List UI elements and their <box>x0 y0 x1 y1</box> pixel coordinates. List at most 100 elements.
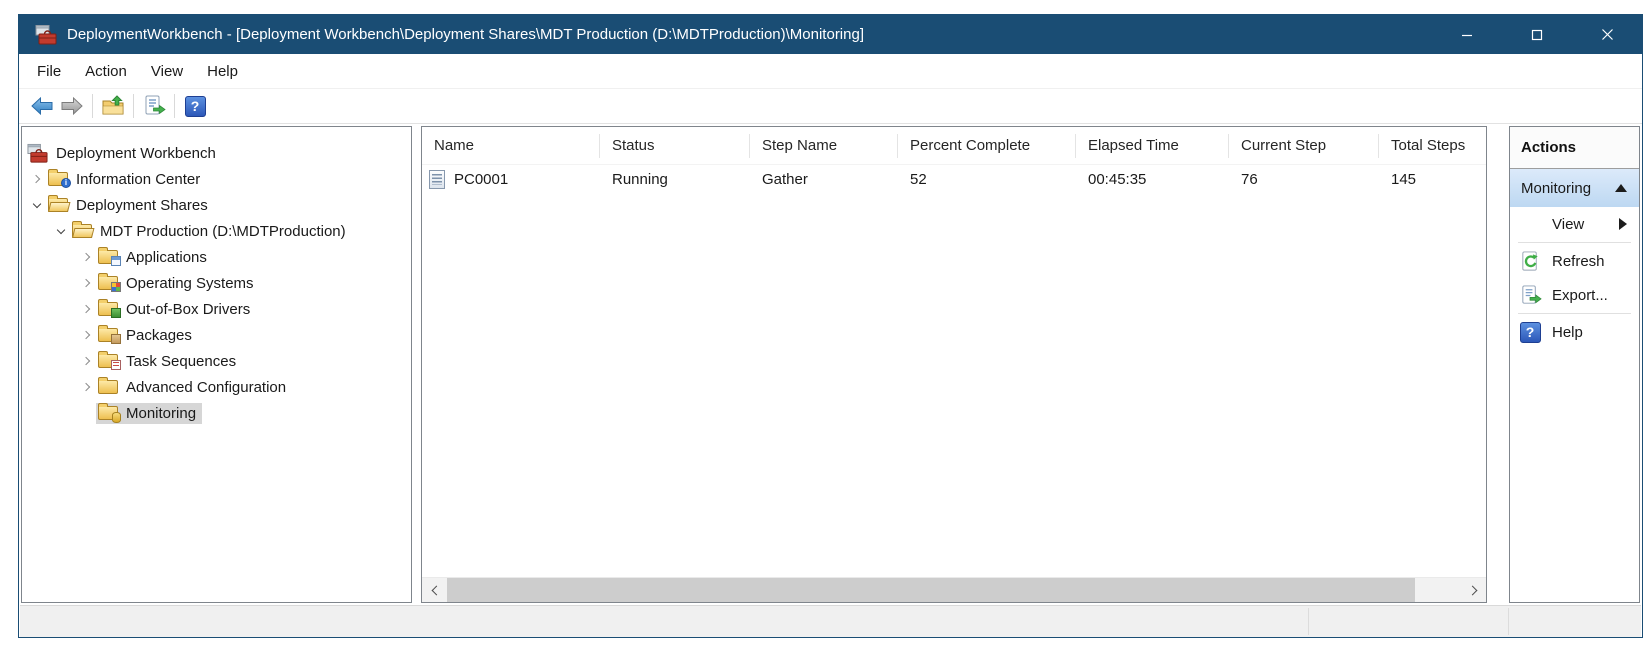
toolbar-separator <box>174 94 175 118</box>
help-icon: ? <box>184 95 206 117</box>
column-header-elapsed-time[interactable]: Elapsed Time <box>1076 133 1229 158</box>
cell-current-step: 76 <box>1241 171 1258 188</box>
table-row[interactable]: PC0001 Running Gather 52 00:45:35 76 145 <box>422 165 1486 194</box>
window-title: DeploymentWorkbench - [Deployment Workbe… <box>67 26 864 43</box>
chevron-spacer <box>78 404 96 422</box>
tree-item-operating-systems[interactable]: Operating Systems <box>78 270 411 296</box>
column-header-name[interactable]: Name <box>422 133 600 158</box>
help-icon: ? <box>1519 321 1541 343</box>
tree-item-out-of-box-drivers[interactable]: Out-of-Box Drivers <box>78 296 411 322</box>
tree-item-deployment-shares[interactable]: Deployment Shares <box>28 192 411 218</box>
actions-pane: Actions Monitoring View Refresh <box>1509 126 1640 603</box>
refresh-icon <box>1521 250 1538 271</box>
menu-view[interactable]: View <box>150 62 184 80</box>
chevron-right-icon[interactable] <box>78 274 96 292</box>
folder-os-icon <box>98 273 121 292</box>
menu-file[interactable]: File <box>37 62 62 80</box>
chevron-down-icon[interactable] <box>28 196 46 214</box>
scroll-left-button[interactable] <box>422 578 447 602</box>
table-header: Name Status Step Name Percent Complete E… <box>422 127 1486 165</box>
action-help[interactable]: ? Help <box>1510 315 1639 349</box>
help-button[interactable]: ? <box>180 91 210 121</box>
column-header-step-name[interactable]: Step Name <box>750 133 898 158</box>
tree-item-label: Monitoring <box>126 404 197 422</box>
application-badge-icon <box>111 256 121 266</box>
app-window: DeploymentWorkbench - [Deployment Workbe… <box>18 14 1643 638</box>
tree-item-task-sequences[interactable]: Task Sequences <box>78 348 411 374</box>
chevron-right-icon[interactable] <box>78 326 96 344</box>
actions-group-monitoring[interactable]: Monitoring <box>1510 169 1639 207</box>
tree-item-label: Deployment Workbench <box>56 144 216 162</box>
title-bar[interactable]: DeploymentWorkbench - [Deployment Workbe… <box>19 15 1642 54</box>
scroll-right-button[interactable] <box>1461 578 1486 602</box>
info-badge-icon <box>61 178 71 188</box>
tree-item-label: Information Center <box>76 170 201 188</box>
export-list-button[interactable] <box>139 91 169 121</box>
status-divider <box>1508 608 1509 635</box>
up-one-level-button[interactable] <box>98 91 128 121</box>
actions-header: Actions <box>1510 127 1639 169</box>
maximize-icon <box>1531 29 1543 40</box>
chevron-right-icon[interactable] <box>78 300 96 318</box>
chevron-right-icon[interactable] <box>28 170 46 188</box>
task-badge-icon <box>111 360 121 370</box>
action-refresh[interactable]: Refresh <box>1510 244 1639 278</box>
tree-item-label: MDT Production (D:\MDTProduction) <box>100 222 346 240</box>
chevron-right-icon <box>1467 585 1477 595</box>
export-icon <box>1521 284 1542 304</box>
actions-group-label: Monitoring <box>1521 179 1592 197</box>
window-controls <box>1432 15 1642 54</box>
export-list-icon <box>145 95 166 115</box>
up-folder-icon <box>102 95 124 115</box>
driver-badge-icon <box>111 308 121 318</box>
tree-item-packages[interactable]: Packages <box>78 322 411 348</box>
folder-open-icon <box>48 195 68 212</box>
close-button[interactable] <box>1572 15 1642 54</box>
minimize-button[interactable] <box>1432 15 1502 54</box>
action-export[interactable]: Export... <box>1510 278 1639 312</box>
console-tree-pane: Deployment Workbench Information Center … <box>21 126 412 603</box>
collapse-icon[interactable] <box>1615 184 1627 192</box>
action-view[interactable]: View <box>1510 207 1639 241</box>
toolbar-separator <box>133 94 134 118</box>
workbench-app-icon <box>35 24 57 44</box>
column-header-status[interactable]: Status <box>600 133 750 158</box>
tree-item-deployment-workbench[interactable]: Deployment Workbench <box>25 140 411 166</box>
chevron-down-icon[interactable] <box>52 222 70 240</box>
status-divider <box>1308 608 1309 635</box>
status-bar <box>20 605 1641 637</box>
tree-item-label: Task Sequences <box>126 352 237 370</box>
chevron-left-icon <box>431 585 441 595</box>
folder-packages-icon <box>98 325 121 344</box>
tree-item-label: Advanced Configuration <box>126 378 287 396</box>
tree-item-information-center[interactable]: Information Center <box>28 166 411 192</box>
folder-tasks-icon <box>98 351 121 370</box>
tree-item-advanced-configuration[interactable]: Advanced Configuration <box>78 374 411 400</box>
chevron-right-icon[interactable] <box>78 248 96 266</box>
tree-item-mdt-production[interactable]: MDT Production (D:\MDTProduction) <box>52 218 411 244</box>
scrollbar-thumb[interactable] <box>447 578 1415 602</box>
minimize-icon <box>1462 34 1472 36</box>
divider <box>1518 242 1631 243</box>
chevron-right-icon[interactable] <box>78 352 96 370</box>
menu-action[interactable]: Action <box>85 62 127 80</box>
horizontal-scrollbar[interactable] <box>422 577 1486 602</box>
menu-bar: File Action View Help <box>19 54 1642 89</box>
back-button[interactable] <box>27 91 57 121</box>
maximize-button[interactable] <box>1502 15 1572 54</box>
tree-item-applications[interactable]: Applications <box>78 244 411 270</box>
tree-item-label: Packages <box>126 326 192 344</box>
forward-button[interactable] <box>57 91 87 121</box>
menu-help[interactable]: Help <box>207 62 238 80</box>
tree-item-label: Applications <box>126 248 207 266</box>
column-header-total-steps[interactable]: Total Steps <box>1391 136 1466 154</box>
column-header-percent-complete[interactable]: Percent Complete <box>898 133 1076 158</box>
cell-name: PC0001 <box>454 171 509 188</box>
folder-plain-icon <box>98 377 118 394</box>
column-header-current-step[interactable]: Current Step <box>1229 133 1379 158</box>
back-arrow-icon <box>31 96 53 116</box>
tree-item-monitoring[interactable]: Monitoring <box>78 400 411 426</box>
folder-drivers-icon <box>98 299 121 318</box>
chevron-right-icon[interactable] <box>78 378 96 396</box>
action-label: Help <box>1552 323 1583 341</box>
